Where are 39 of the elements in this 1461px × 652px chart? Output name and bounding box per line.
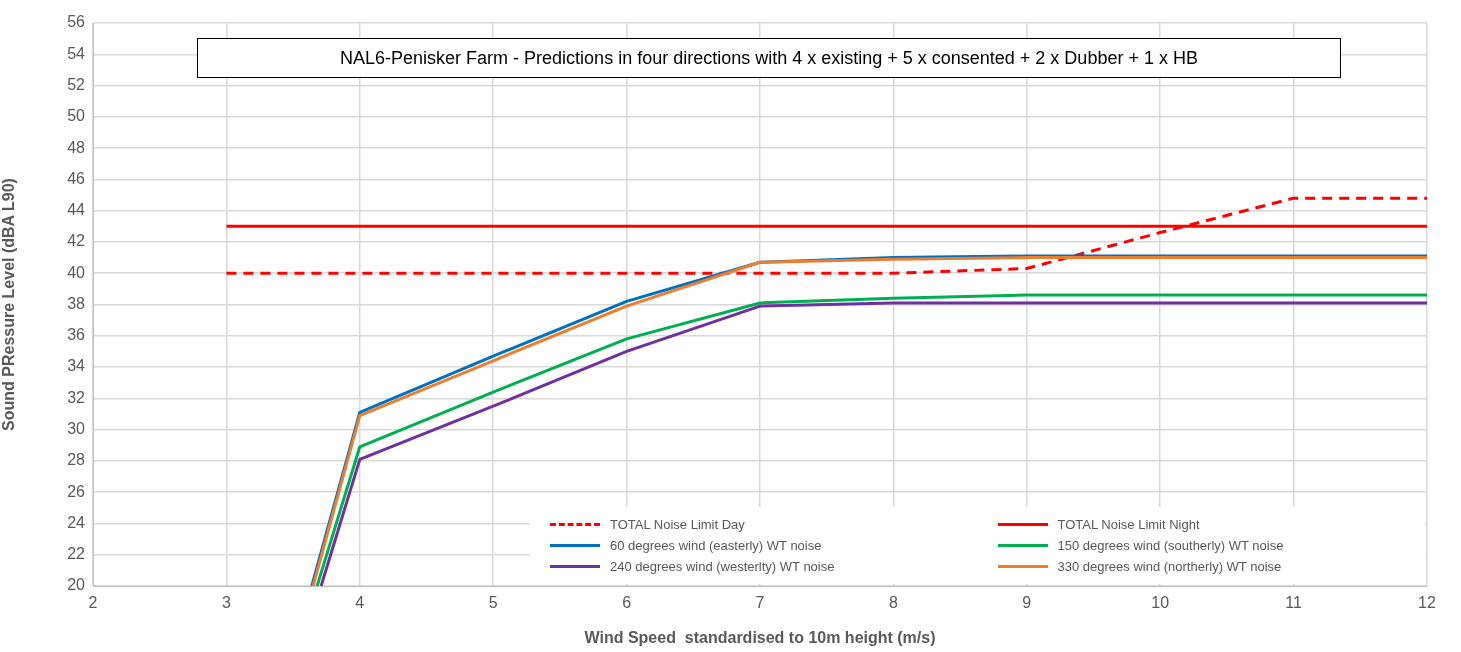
y-tick-label: 22	[67, 545, 86, 563]
y-tick-label: 54	[67, 44, 86, 62]
y-tick-label: 32	[67, 388, 86, 406]
x-axis-title: Wind Speed standardised to 10m height (m/s)	[584, 628, 936, 646]
legend-label: 330 degrees wind (northerly) WT noise	[1057, 559, 1282, 574]
x-tick-label: 7	[755, 594, 765, 612]
y-tick-label: 20	[67, 576, 86, 594]
y-tick-label: 56	[67, 13, 86, 31]
x-tick-label: 12	[1418, 594, 1436, 612]
y-axis-title: Sound PRessure Level (dBA L90)	[0, 178, 18, 431]
legend-label: TOTAL Noise Limit Day	[610, 517, 745, 532]
legend-label: 60 degrees wind (easterly) WT noise	[610, 538, 822, 553]
x-tick-label: 2	[88, 594, 98, 612]
y-tick-label: 42	[67, 232, 86, 250]
x-tick-label: 11	[1285, 594, 1303, 612]
legend-label: 240 degrees wind (westerlty) WT noise	[610, 559, 835, 574]
legend-label: 150 degrees wind (southerly) WT noise	[1057, 538, 1284, 553]
y-tick-label: 50	[67, 107, 86, 125]
y-tick-label: 28	[67, 451, 86, 469]
x-tick-label: 8	[888, 594, 898, 612]
y-tick-label: 44	[67, 201, 86, 219]
y-tick-label: 48	[67, 138, 86, 156]
x-tick-label: 6	[622, 594, 632, 612]
y-tick-label: 24	[67, 513, 86, 531]
y-tick-label: 40	[67, 263, 86, 281]
x-tick-label: 10	[1151, 594, 1170, 612]
y-tick-label: 46	[67, 169, 86, 187]
legend-label: TOTAL Noise Limit Night	[1057, 517, 1200, 532]
y-tick-label: 26	[67, 482, 86, 500]
x-tick-label: 5	[488, 594, 498, 612]
y-tick-label: 34	[67, 357, 86, 375]
x-tick-label: 3	[221, 594, 231, 612]
title-frame: NAL6-Penisker Farm - Predictions in four directions with 4 x existing + 5 x consented + 2 x Dubber + 1 x HB	[197, 38, 1341, 78]
y-tick-label: 36	[67, 326, 86, 344]
y-tick-label: 30	[67, 420, 86, 438]
x-tick-label: 9	[1022, 594, 1032, 612]
y-tick-label: 38	[67, 294, 86, 312]
x-tick-label: 4	[355, 594, 365, 612]
y-tick-label: 52	[67, 75, 86, 93]
